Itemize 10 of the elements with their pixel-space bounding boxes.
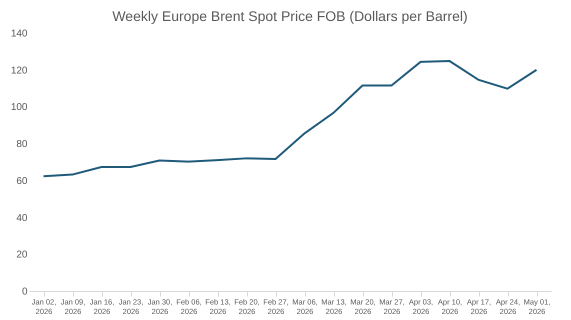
- y-tick-label: 40: [16, 212, 28, 224]
- y-tick-label: 0: [22, 286, 28, 298]
- y-tick-label: 120: [10, 65, 28, 76]
- y-tick-label: 80: [16, 139, 28, 150]
- chart-title: Weekly Europe Brent Spot Price FOB (Dollars per Barrel): [112, 8, 468, 24]
- y-tick-label: 20: [16, 250, 28, 261]
- y-tick-label: 60: [16, 176, 28, 187]
- line-series: [42, 60, 538, 178]
- y-tick-label: 140: [10, 28, 28, 40]
- y-tick-label: 100: [10, 102, 28, 114]
